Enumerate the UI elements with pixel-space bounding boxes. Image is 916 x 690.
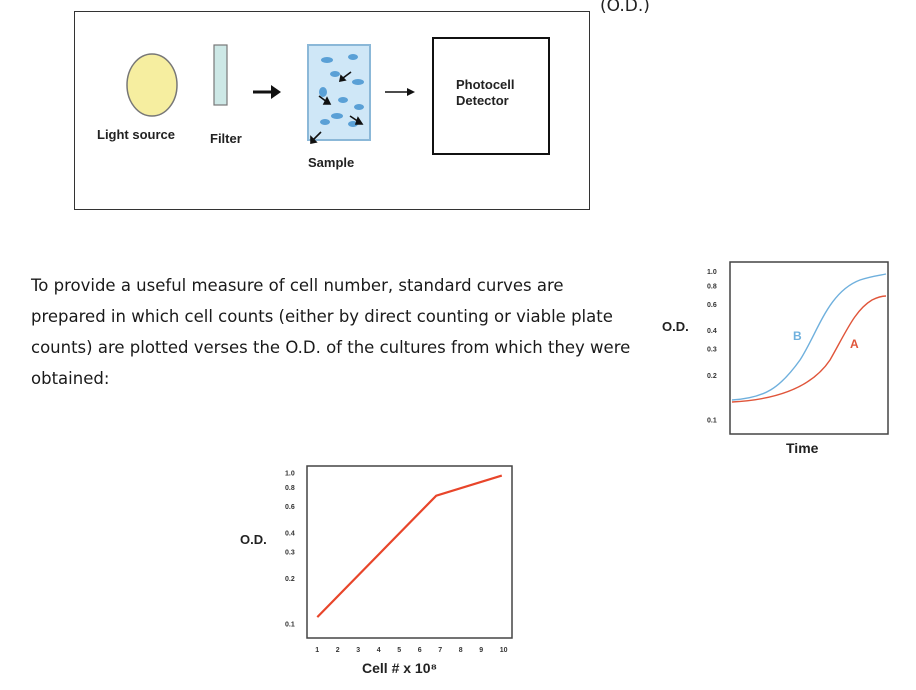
std-y-tick-labels: 0.1 0.2 0.3 0.4 0.6 0.8 1.0 (285, 470, 295, 628)
growth-y-tick: 0.3 (707, 347, 717, 354)
photocell-detector: Photocell Detector (432, 37, 550, 155)
light-source-label: Light source (97, 127, 176, 142)
std-plot-frame (306, 465, 513, 639)
std-x-tick: 4 (377, 647, 381, 654)
series-b-label: B (793, 329, 802, 343)
std-x-tick: 1 (315, 647, 319, 654)
body-paragraph: To provide a useful measure of cell numb… (31, 276, 631, 388)
growth-curve-chart: O.D. 0.1 0.2 0.3 0.4 0.6 0.8 1.0 B A Time (662, 261, 889, 456)
std-xlabel: Cell # x 10⁸ (362, 660, 437, 676)
series-a-label: A (850, 337, 859, 351)
series-b-curve (731, 273, 887, 401)
growth-plot-frame (729, 261, 889, 435)
growth-y-tick: 0.6 (707, 302, 717, 309)
std-ylabel: O.D. (240, 532, 267, 547)
growth-y-tick: 0.2 (707, 373, 717, 380)
standard-curve-chart: O.D. 0.1 0.2 0.3 0.4 0.6 0.8 1.0 1 2 3 4 5 6 7 8 9 10 C… (240, 465, 513, 676)
cell-particles (319, 54, 364, 127)
std-x-tick: 5 (397, 647, 401, 654)
arrow-right-small-icon (385, 88, 415, 96)
scatter-arrows-icon (310, 71, 364, 144)
sample-cuvette (307, 44, 371, 141)
apparatus-drawing (126, 44, 415, 144)
light-source-bulb (126, 53, 178, 117)
detector-label: Photocell Detector (456, 77, 515, 109)
filter-label: Filter (210, 131, 242, 146)
growth-ylabel: O.D. (662, 319, 689, 334)
std-x-tick: 10 (500, 647, 508, 654)
od-header-label: (O.D.) (600, 0, 650, 16)
arrow-right-icon (253, 85, 281, 99)
std-x-tick: 3 (356, 647, 360, 654)
growth-xlabel: Time (786, 440, 819, 456)
std-x-tick: 8 (459, 647, 463, 654)
sample-label: Sample (308, 155, 355, 170)
std-x-tick: 7 (438, 647, 442, 654)
detector-label-line1: Photocell (456, 77, 515, 92)
std-x-tick: 2 (336, 647, 340, 654)
std-y-tick: 0.8 (285, 485, 295, 492)
detector-label-line2: Detector (456, 93, 509, 108)
std-y-tick: 0.4 (285, 530, 295, 537)
growth-y-tick-labels: 0.1 0.2 0.3 0.4 0.6 0.8 1.0 (707, 269, 717, 425)
filter-shape (213, 44, 228, 106)
std-x-tick-labels: 1 2 3 4 5 6 7 8 9 10 (315, 647, 507, 654)
std-y-tick: 0.1 (285, 621, 295, 628)
std-y-tick: 1.0 (285, 470, 295, 477)
std-x-tick: 9 (479, 647, 483, 654)
std-y-tick: 0.2 (285, 576, 295, 583)
std-y-tick: 0.3 (285, 549, 295, 556)
spectrophotometer-diagram: Light source Filter Sample (74, 11, 590, 210)
std-x-tick: 6 (418, 647, 422, 654)
growth-y-tick: 0.4 (707, 328, 717, 335)
std-y-tick: 0.6 (285, 504, 295, 511)
series-a-curve (731, 295, 887, 403)
growth-y-tick: 1.0 (707, 269, 717, 276)
growth-y-tick: 0.1 (707, 418, 717, 425)
std-curve-line (316, 474, 503, 618)
growth-y-tick: 0.8 (707, 283, 717, 290)
